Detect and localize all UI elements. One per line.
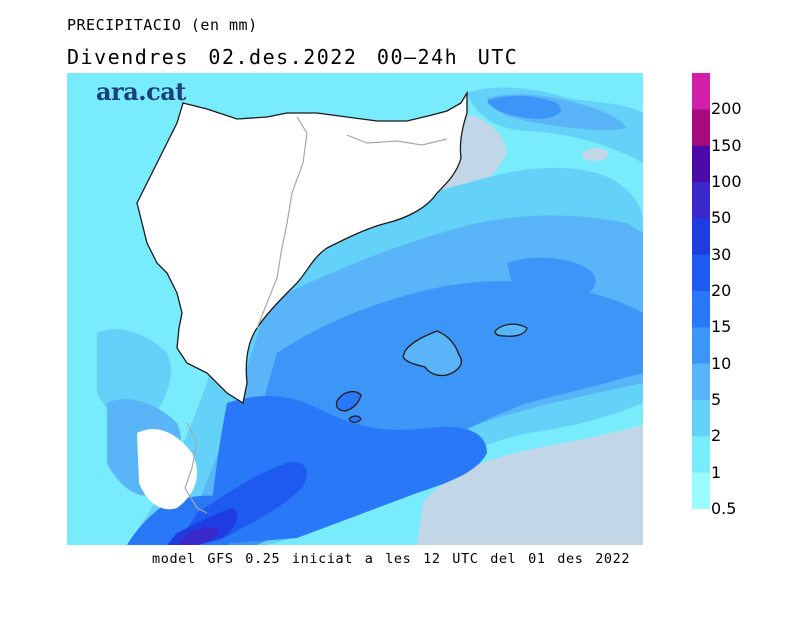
dry-spot-north: [582, 147, 609, 162]
legend-label: 5: [711, 390, 722, 409]
legend-swatch: [692, 218, 710, 256]
legend-swatch: [692, 400, 710, 437]
land-southwest: [137, 429, 197, 510]
rain-zone-50mm: [179, 527, 219, 545]
precipitation-map: [67, 73, 643, 545]
rain-zone-10mm-east: [507, 257, 596, 299]
dry-area-southeast: [417, 425, 643, 545]
legend-label: 30: [711, 244, 732, 264]
legend-label: 10: [711, 353, 732, 373]
legend-label: 50: [711, 208, 732, 228]
forecast-date-title: Divendres 02.des.2022 00—24h UTC: [67, 45, 519, 69]
island-eivissa: [335, 390, 362, 412]
legend-swatch: [692, 254, 710, 292]
legend-swatch: [692, 363, 710, 401]
island-formentera: [348, 415, 362, 423]
island-menorca: [494, 323, 528, 337]
legend-label: 100: [711, 172, 742, 191]
legend-swatch: [692, 145, 710, 183]
legend-swatch: [692, 327, 710, 365]
border-valencia: [184, 422, 208, 514]
ara-cat-logo: ara.cat: [96, 77, 186, 106]
chart-title: PRECIPITACIO (en mm): [67, 16, 258, 34]
legend-swatch: [692, 472, 710, 509]
island-mallorca: [402, 330, 462, 377]
border-andorra: [346, 134, 448, 146]
legend-label: 1: [711, 462, 722, 482]
legend-label: 200: [711, 99, 742, 119]
border-catalonia: [256, 116, 308, 329]
model-info: model GFS 0.25 iniciat a les 12 UTC del …: [152, 551, 631, 567]
legend-swatch: [692, 109, 710, 147]
rain-zone-10mm-north: [487, 95, 561, 119]
legend-swatch: [692, 73, 710, 110]
legend-swatch: [692, 291, 710, 328]
land-catalonia: [136, 90, 468, 405]
legend-swatch: [692, 436, 710, 474]
legend-label: 2: [711, 426, 722, 446]
legend-label: 20: [711, 281, 732, 300]
precipitation-legend: [692, 73, 710, 509]
legend-swatch: [692, 182, 710, 219]
legend-label: 150: [711, 135, 742, 155]
legend-label: 15: [711, 317, 732, 337]
legend-label: 0.5: [711, 499, 737, 518]
